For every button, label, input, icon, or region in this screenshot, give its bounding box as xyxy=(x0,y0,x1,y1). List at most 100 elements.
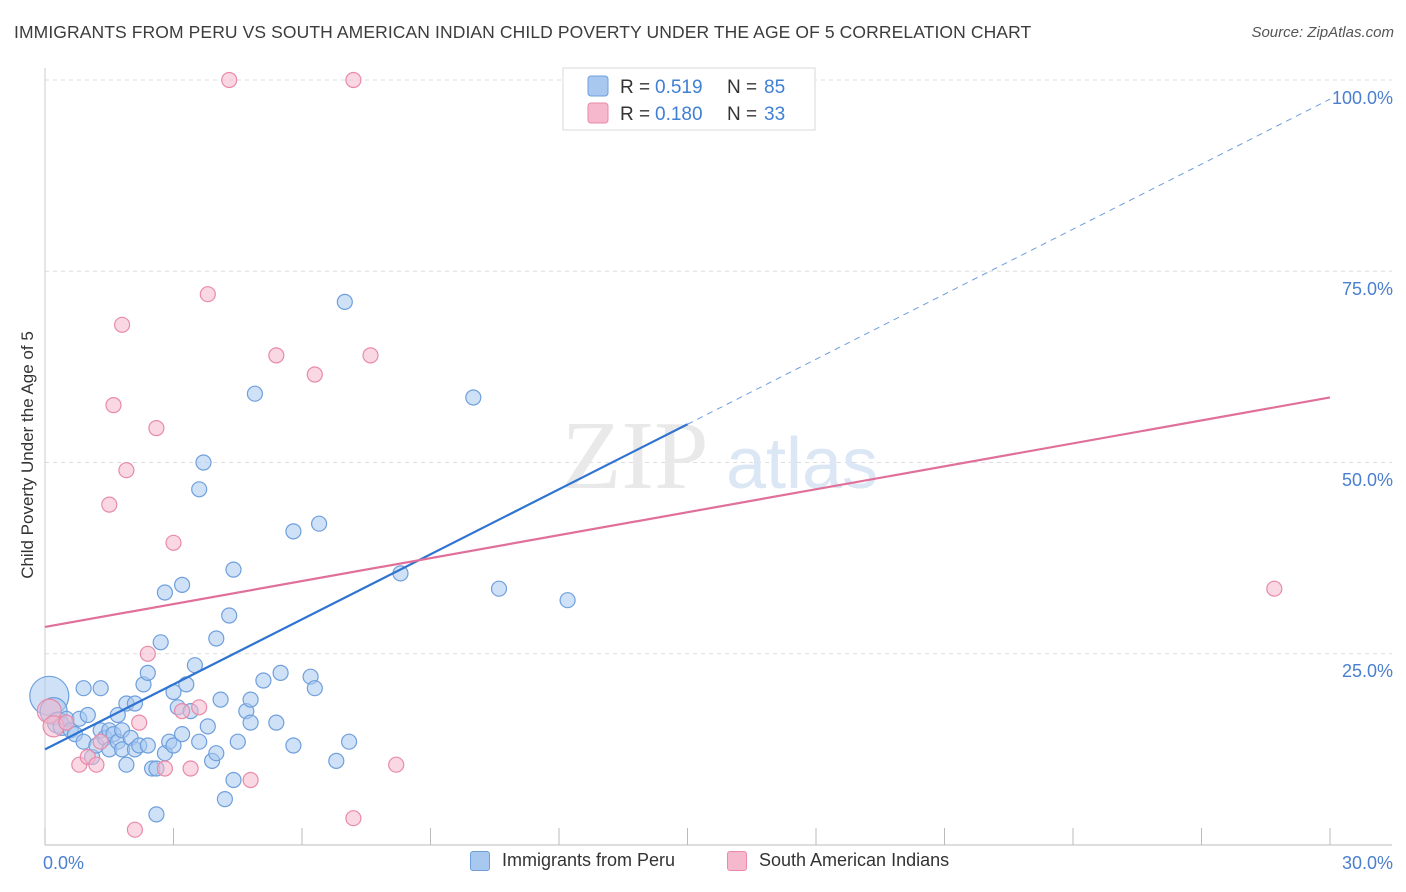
indians-point-7 xyxy=(101,496,118,513)
peru-point-70 xyxy=(306,680,323,697)
legend-n-value-blue: 85 xyxy=(764,77,785,98)
peru-point-68 xyxy=(285,737,302,754)
peru-point-73 xyxy=(336,293,353,310)
peru-point-42 xyxy=(174,576,191,594)
peru-point-43 xyxy=(174,725,191,743)
peru-point-37 xyxy=(156,584,173,601)
indians-point-14 xyxy=(148,420,165,437)
peru-point-31 xyxy=(139,737,156,754)
legend-swatch-indians xyxy=(727,850,747,871)
legend-item-south-american-indians: South American Indians xyxy=(727,850,949,871)
x-tick-label-min: 0.0% xyxy=(43,853,84,873)
trend-line-peru xyxy=(44,423,688,751)
peru-point-74 xyxy=(341,733,358,750)
legend-r-label-pink: R = xyxy=(620,104,650,125)
peru-point-54 xyxy=(212,691,229,708)
peru-point-39 xyxy=(165,737,182,754)
peru-point-50 xyxy=(199,718,216,735)
legend-n-value-pink: 33 xyxy=(764,104,785,125)
peru-point-35 xyxy=(152,634,169,651)
source-credit: Source: ZipAtlas.com xyxy=(1251,24,1394,41)
indians-point-17 xyxy=(174,702,191,720)
y-tick-label-50: 50.0% xyxy=(1342,470,1393,490)
peru-point-75 xyxy=(392,565,409,582)
y-tick-label-75: 75.0% xyxy=(1342,279,1393,299)
peru-point-72 xyxy=(328,752,345,770)
peru-point-34 xyxy=(148,806,165,823)
indians-point-20 xyxy=(199,286,216,303)
peru-point-65 xyxy=(268,714,285,731)
peru-point-59 xyxy=(229,733,246,750)
peru-point-76 xyxy=(465,389,482,406)
peru-point-55 xyxy=(216,790,233,808)
tick-labels: 25.0% 50.0% 75.0% 100.0% 0.0% 30.0% xyxy=(43,88,1393,873)
indians-point-10 xyxy=(118,462,135,479)
trend-line-peru-extension xyxy=(687,98,1331,425)
peru-point-64 xyxy=(255,672,272,689)
indians-point-25 xyxy=(345,71,362,89)
chart-title: IMMIGRANTS FROM PERU VS SOUTH AMERICAN I… xyxy=(14,22,1032,42)
legend-n-label-blue: N = xyxy=(727,77,757,98)
peru-point-30 xyxy=(139,664,156,682)
peru-point-52 xyxy=(208,745,225,762)
indians-point-8 xyxy=(105,397,122,414)
peru-point-47 xyxy=(191,733,208,750)
peru-point-61 xyxy=(242,714,259,731)
legend-label-peru: Immigrants from Peru xyxy=(502,850,676,870)
indians-point-13 xyxy=(139,645,156,662)
gridlines xyxy=(45,79,1392,655)
peru-point-66 xyxy=(272,664,289,682)
legend-swatch-peru xyxy=(470,850,490,871)
indians-point-2 xyxy=(58,714,75,731)
peru-point-62 xyxy=(242,691,259,708)
peru-point-10 xyxy=(79,706,96,724)
peru-point-56 xyxy=(221,607,238,624)
peru-point-78 xyxy=(559,592,576,609)
peru-point-49 xyxy=(195,454,212,471)
indians-point-16 xyxy=(165,534,182,551)
peru-point-48 xyxy=(191,481,208,498)
legend-r-value-blue: 0.519 xyxy=(655,77,703,98)
peru-point-71 xyxy=(311,515,328,532)
indians-point-21 xyxy=(221,71,238,89)
series-south-american-indians xyxy=(36,71,1283,838)
series-immigrants-from-peru xyxy=(29,293,576,823)
series-legend: Immigrants from Peru South American Indi… xyxy=(0,850,1406,880)
peru-point-8 xyxy=(75,680,92,697)
indians-point-6 xyxy=(92,733,109,750)
peru-point-57 xyxy=(225,561,242,578)
legend-swatch-pink xyxy=(587,102,609,124)
indians-point-18 xyxy=(182,760,199,777)
y-tick-label-25: 25.0% xyxy=(1342,661,1393,681)
indians-point-27 xyxy=(362,347,379,364)
peru-point-63 xyxy=(246,385,263,402)
indians-point-23 xyxy=(268,347,285,364)
watermark-zip: ZIP xyxy=(562,402,709,510)
indians-point-28 xyxy=(388,756,405,773)
indians-point-11 xyxy=(126,821,143,838)
indians-point-22 xyxy=(242,771,259,789)
indians-point-9 xyxy=(113,316,131,333)
legend-swatch-blue xyxy=(587,75,609,97)
indians-point-24 xyxy=(306,366,323,383)
peru-point-77 xyxy=(490,580,508,597)
legend-label-indians: South American Indians xyxy=(759,850,950,870)
peru-point-24 xyxy=(118,756,135,773)
trend-line-indians xyxy=(44,396,1331,629)
indians-point-19 xyxy=(191,699,208,716)
peru-point-53 xyxy=(208,630,225,647)
zipatlas-watermark: ZIP atlas xyxy=(562,402,879,510)
peru-point-14 xyxy=(92,680,109,697)
indians-point-29 xyxy=(1266,580,1283,597)
peru-point-67 xyxy=(285,523,302,540)
x-tick-label-max: 30.0% xyxy=(1342,853,1393,873)
indians-point-12 xyxy=(131,714,148,731)
legend-r-label-blue: R = xyxy=(620,77,650,98)
legend-n-label-pink: N = xyxy=(727,104,757,125)
legend-item-immigrants-from-peru: Immigrants from Peru xyxy=(470,850,675,871)
indians-point-26 xyxy=(345,810,362,827)
indians-point-5 xyxy=(88,756,105,773)
correlation-legend: R = 0.519 N = 85 R = 0.180 N = 33 xyxy=(562,67,816,131)
peru-point-44 xyxy=(178,676,195,693)
